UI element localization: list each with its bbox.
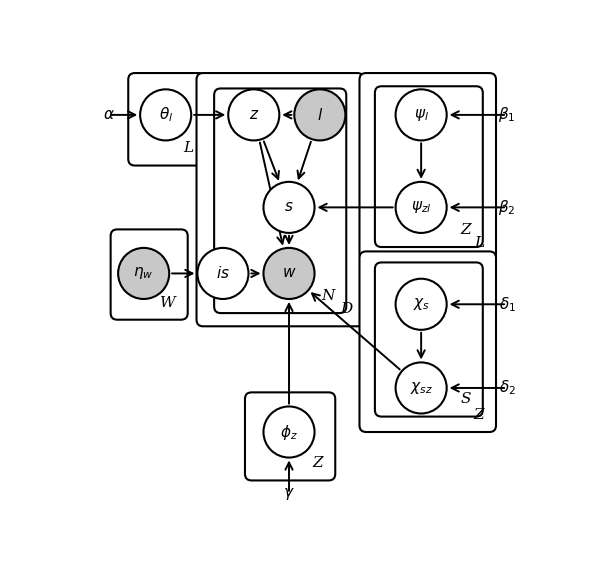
Text: $\chi_{sz}$: $\chi_{sz}$ (410, 380, 432, 396)
Circle shape (396, 363, 447, 414)
Circle shape (396, 279, 447, 330)
Text: $\gamma$: $\gamma$ (283, 486, 295, 502)
FancyBboxPatch shape (359, 252, 496, 432)
Circle shape (228, 89, 279, 141)
Text: $\phi_z$: $\phi_z$ (280, 423, 298, 442)
Circle shape (118, 248, 169, 299)
Circle shape (264, 248, 315, 299)
Text: L: L (184, 141, 194, 156)
Text: $\delta_2$: $\delta_2$ (498, 379, 516, 398)
Text: $\psi_l$: $\psi_l$ (413, 107, 429, 123)
Text: $\delta_1$: $\delta_1$ (498, 295, 516, 313)
Text: $\beta_2$: $\beta_2$ (498, 198, 516, 217)
Text: $\eta_w$: $\eta_w$ (134, 265, 154, 281)
FancyBboxPatch shape (214, 89, 346, 313)
Text: $\beta_1$: $\beta_1$ (498, 105, 516, 124)
FancyBboxPatch shape (359, 73, 496, 260)
Text: L: L (474, 236, 484, 250)
Circle shape (396, 89, 447, 141)
Circle shape (197, 248, 248, 299)
Text: $\chi_s$: $\chi_s$ (413, 296, 429, 312)
FancyBboxPatch shape (197, 73, 364, 326)
Circle shape (294, 89, 345, 141)
Text: W: W (160, 296, 176, 309)
Circle shape (264, 407, 315, 458)
Text: $\alpha$: $\alpha$ (103, 108, 115, 122)
Text: $is$: $is$ (216, 265, 230, 281)
Text: $l$: $l$ (317, 107, 323, 123)
FancyBboxPatch shape (128, 73, 206, 165)
Text: D: D (340, 302, 352, 316)
Text: Z: Z (473, 408, 484, 422)
FancyBboxPatch shape (245, 392, 335, 480)
Circle shape (396, 182, 447, 233)
Text: Z: Z (312, 456, 323, 470)
Text: $w$: $w$ (282, 267, 296, 280)
Text: $z$: $z$ (249, 108, 259, 122)
Text: $s$: $s$ (284, 200, 294, 214)
FancyBboxPatch shape (375, 263, 483, 416)
Circle shape (264, 182, 315, 233)
FancyBboxPatch shape (110, 229, 188, 320)
Text: $\theta_l$: $\theta_l$ (159, 106, 173, 124)
Text: $\psi_{zl}$: $\psi_{zl}$ (411, 200, 431, 216)
FancyBboxPatch shape (375, 86, 483, 247)
Circle shape (140, 89, 191, 141)
Text: Z: Z (460, 223, 471, 237)
Text: S: S (460, 392, 471, 407)
Text: N: N (321, 289, 334, 303)
